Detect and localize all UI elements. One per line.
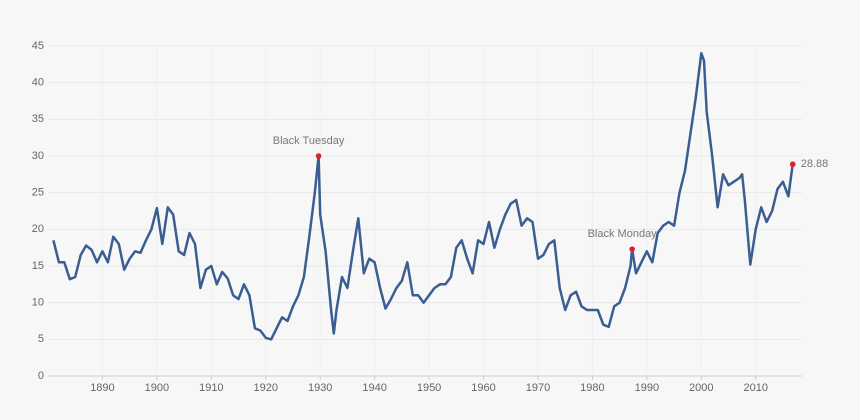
y-tick-label: 25 [32,187,44,199]
annotation-label: Black Tuesday [273,135,345,147]
y-tick-label: 30 [32,150,44,162]
y-tick-label: 15 [32,260,44,272]
annotation-marker [315,153,322,159]
annotation-marker [789,161,796,168]
y-tick-label: 0 [38,370,44,382]
y-tick-label: 40 [32,77,44,89]
y-tick-label: 5 [38,333,44,345]
x-tick-label: 2000 [689,382,713,394]
x-tick-label: 1890 [90,382,114,394]
y-tick-label: 45 [32,40,44,52]
annotation-marker [629,246,635,252]
y-tick-label: 35 [32,113,44,125]
y-tick-label: 20 [32,223,44,235]
y-tick-label: 10 [32,297,44,309]
x-tick-label: 1900 [145,382,169,394]
x-tick-label: 1930 [308,382,332,394]
x-tick-label: 1960 [471,382,495,394]
x-tick-label: 1910 [199,382,223,394]
x-tick-label: 1990 [635,382,659,394]
x-tick-label: 1940 [362,382,386,394]
x-tick-label: 1980 [580,382,604,394]
line [52,52,794,341]
annotation-label: 28.88 [801,158,829,170]
x-tick-label: 1920 [254,382,278,394]
x-tick-label: 1970 [526,382,550,394]
x-tick-label: 2010 [743,382,767,394]
annotation-label: Black Monday [588,228,658,240]
x-tick-label: 1950 [417,382,441,394]
